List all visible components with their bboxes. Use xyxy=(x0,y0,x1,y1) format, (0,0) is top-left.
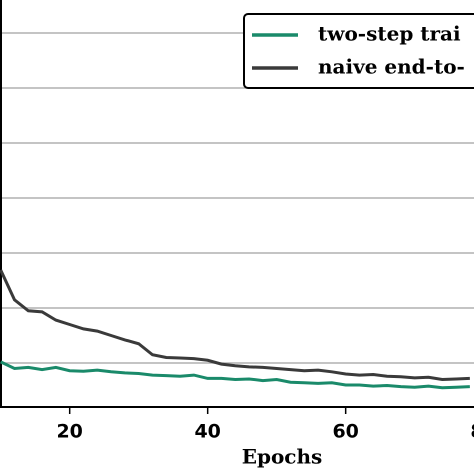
series-line xyxy=(0,360,470,390)
legend-box xyxy=(243,13,474,89)
x-tick-label: 40 xyxy=(194,421,220,443)
legend-label: two-step trai xyxy=(318,22,461,46)
x-tick-label: 20 xyxy=(56,421,82,443)
x-tick-label: 60 xyxy=(332,421,358,443)
x-axis-label: Epochs xyxy=(242,445,323,469)
x-tick-label: 80 xyxy=(470,421,474,443)
legend-label: naive end-to- xyxy=(318,55,465,79)
legend: two-step trai naive end-to- xyxy=(243,13,474,89)
series-line xyxy=(0,269,470,382)
